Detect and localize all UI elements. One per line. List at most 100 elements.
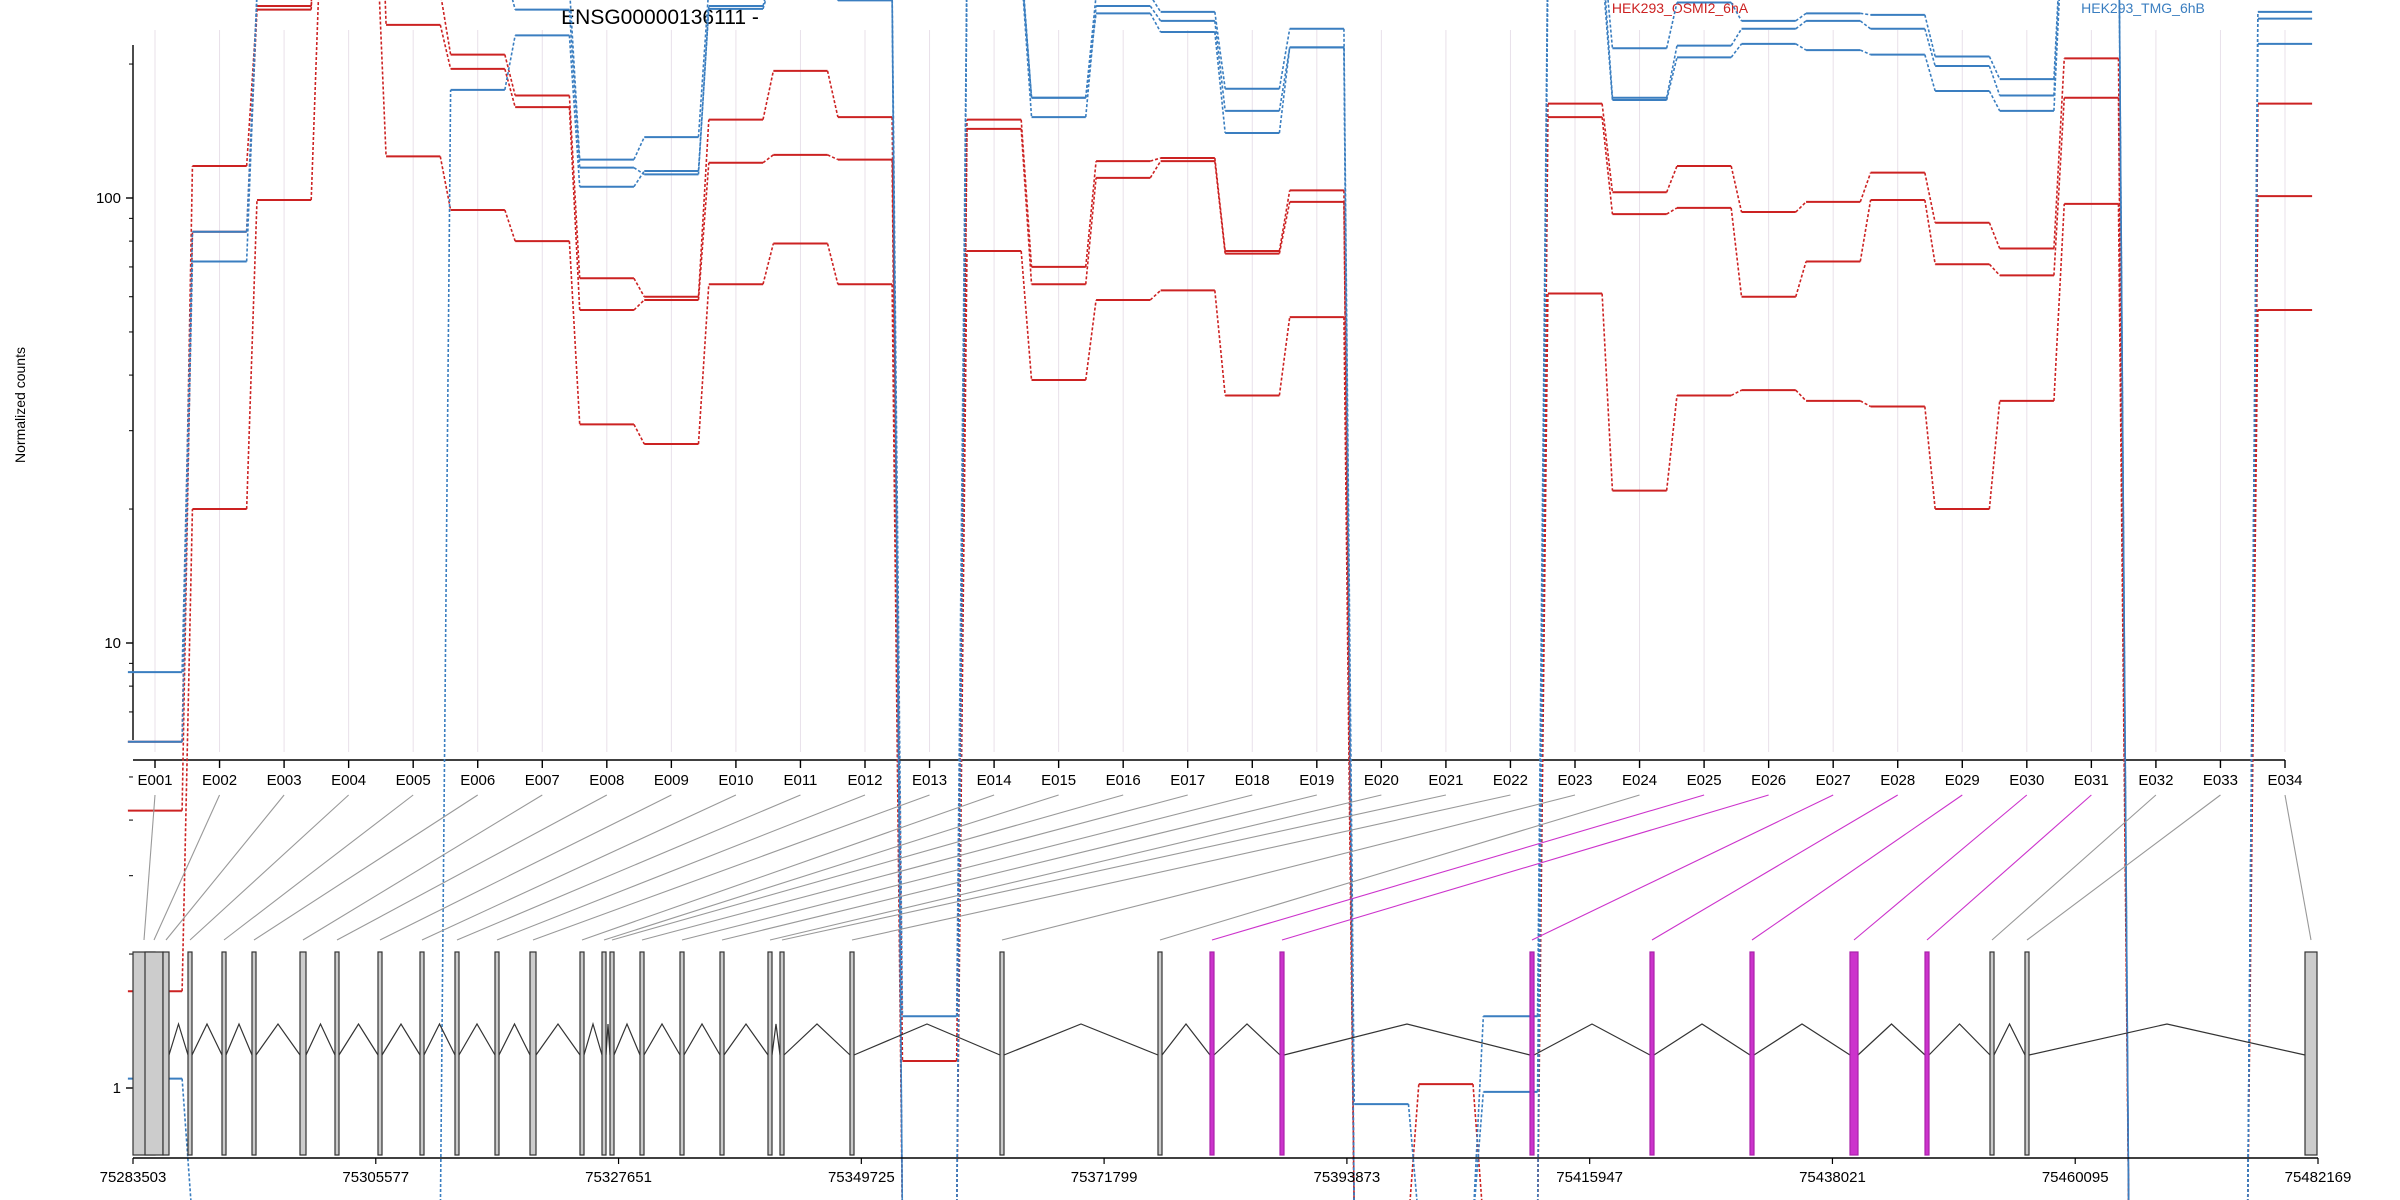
exon-label: E003 — [267, 772, 302, 789]
exon-transition — [245, 5, 258, 167]
exon-label: E019 — [1299, 772, 1334, 789]
exon-connector — [581, 794, 995, 941]
exon-block — [221, 951, 227, 1156]
exon-transition — [310, 0, 320, 200]
exon-connector — [1159, 794, 1640, 941]
exon-transition — [504, 54, 516, 96]
exon-transition — [1665, 165, 1678, 193]
exon-block — [779, 951, 785, 1156]
exon-transition — [1988, 400, 2001, 510]
exon-transition — [1603, 0, 1614, 101]
exon-connector — [603, 794, 1059, 941]
coordinate-tick-label: 75460095 — [2042, 1169, 2109, 1186]
intron-line — [723, 1022, 769, 1056]
exon-transition — [1666, 207, 1678, 215]
exon-transition — [310, 0, 313, 10]
intron-line — [1283, 1023, 1531, 1056]
exon-connector — [2026, 794, 2221, 941]
exon-transition — [1665, 45, 1678, 98]
exon-transition — [568, 95, 581, 279]
exon-label: E023 — [1557, 772, 1592, 789]
exon-transition — [826, 70, 839, 118]
intron-line — [1928, 1023, 1991, 1056]
exon-label: E018 — [1235, 772, 1270, 789]
exon-connector — [1651, 794, 1899, 941]
exon-label: E031 — [2074, 772, 2109, 789]
exon-transition — [1988, 263, 2001, 276]
exon-transition — [1730, 2, 1743, 22]
exon-transition — [826, 243, 839, 285]
exon-transition — [1859, 400, 1871, 408]
exon-connector — [1751, 794, 1963, 941]
exon-transition — [1343, 47, 1355, 1200]
intron-line — [1003, 1023, 1159, 1056]
intron-line — [613, 1022, 641, 1056]
exon-transition — [1020, 250, 1033, 381]
exon-connector — [456, 794, 801, 941]
exon-label: E002 — [202, 772, 237, 789]
exon-transition — [697, 8, 710, 172]
exon-connector — [1211, 794, 1705, 941]
exon-transition — [697, 119, 710, 297]
exon-connector — [223, 794, 414, 941]
intron-line — [381, 1022, 421, 1056]
intron-line — [305, 1022, 336, 1056]
exon-transition — [1924, 54, 1936, 92]
exon-transition — [1149, 160, 1162, 179]
exon-connector — [165, 794, 285, 941]
exon-separator-lines — [154, 30, 2286, 752]
intron-line — [338, 1022, 379, 1056]
intron-line — [1161, 1023, 1211, 1056]
exon-transition — [1795, 201, 1807, 213]
exon-block — [454, 951, 460, 1156]
exon-label: E011 — [783, 772, 817, 789]
exon-block — [144, 951, 164, 1156]
exon-transition — [1665, 57, 1678, 101]
exon-connector — [189, 794, 350, 941]
coordinate-tick-label: 75393873 — [1314, 1169, 1381, 1186]
exon-transition — [891, 0, 904, 1200]
exon-transition — [1859, 172, 1872, 203]
exon-block — [639, 951, 645, 1156]
intron-line — [1753, 1023, 1851, 1056]
exon-block — [494, 951, 500, 1156]
exon-transition — [1214, 161, 1226, 254]
coordinate-tick-label: 75305577 — [342, 1169, 409, 1186]
exon-transition — [2053, 58, 2066, 249]
exon-transition — [1149, 289, 1162, 301]
exon-label: E012 — [847, 772, 882, 789]
exon-block — [679, 951, 685, 1156]
exon-transition — [1536, 117, 1549, 1200]
series-6 — [127, 0, 2313, 1200]
exon-transition — [956, 0, 968, 1200]
exon-transition — [1084, 161, 1097, 268]
exon-transition — [1023, 0, 1033, 98]
exon-transition — [633, 170, 645, 188]
intron-line — [771, 1023, 781, 1056]
exon-block — [601, 951, 607, 1156]
exon-label: E009 — [654, 772, 689, 789]
exon-transition — [1022, 0, 1033, 118]
exon-transition — [1214, 11, 1226, 89]
exon-label: E029 — [1945, 772, 1980, 789]
exon-connector — [153, 794, 221, 941]
exon-transition — [1343, 317, 1355, 1200]
intron-line — [191, 1022, 223, 1056]
intron-line — [683, 1022, 721, 1056]
gene-model-track — [132, 951, 2318, 1156]
y-axis: 1101001000 — [96, 45, 134, 1097]
exon-transition — [568, 107, 581, 311]
exon-block — [1529, 951, 1535, 1156]
exon-transition — [1152, 0, 1162, 13]
exon-connector — [1926, 794, 2092, 941]
exon-transition — [1730, 207, 1743, 297]
exon-connector — [496, 794, 866, 941]
exon-transition — [1794, 261, 1807, 297]
exon-transition — [1601, 293, 1614, 491]
exon-transition — [1795, 389, 1807, 402]
exon-block — [1749, 951, 1755, 1156]
intron-line — [168, 1021, 189, 1056]
exon-label: E010 — [718, 772, 753, 789]
exon-transition — [891, 0, 904, 1200]
exon-transition — [1795, 12, 1807, 22]
